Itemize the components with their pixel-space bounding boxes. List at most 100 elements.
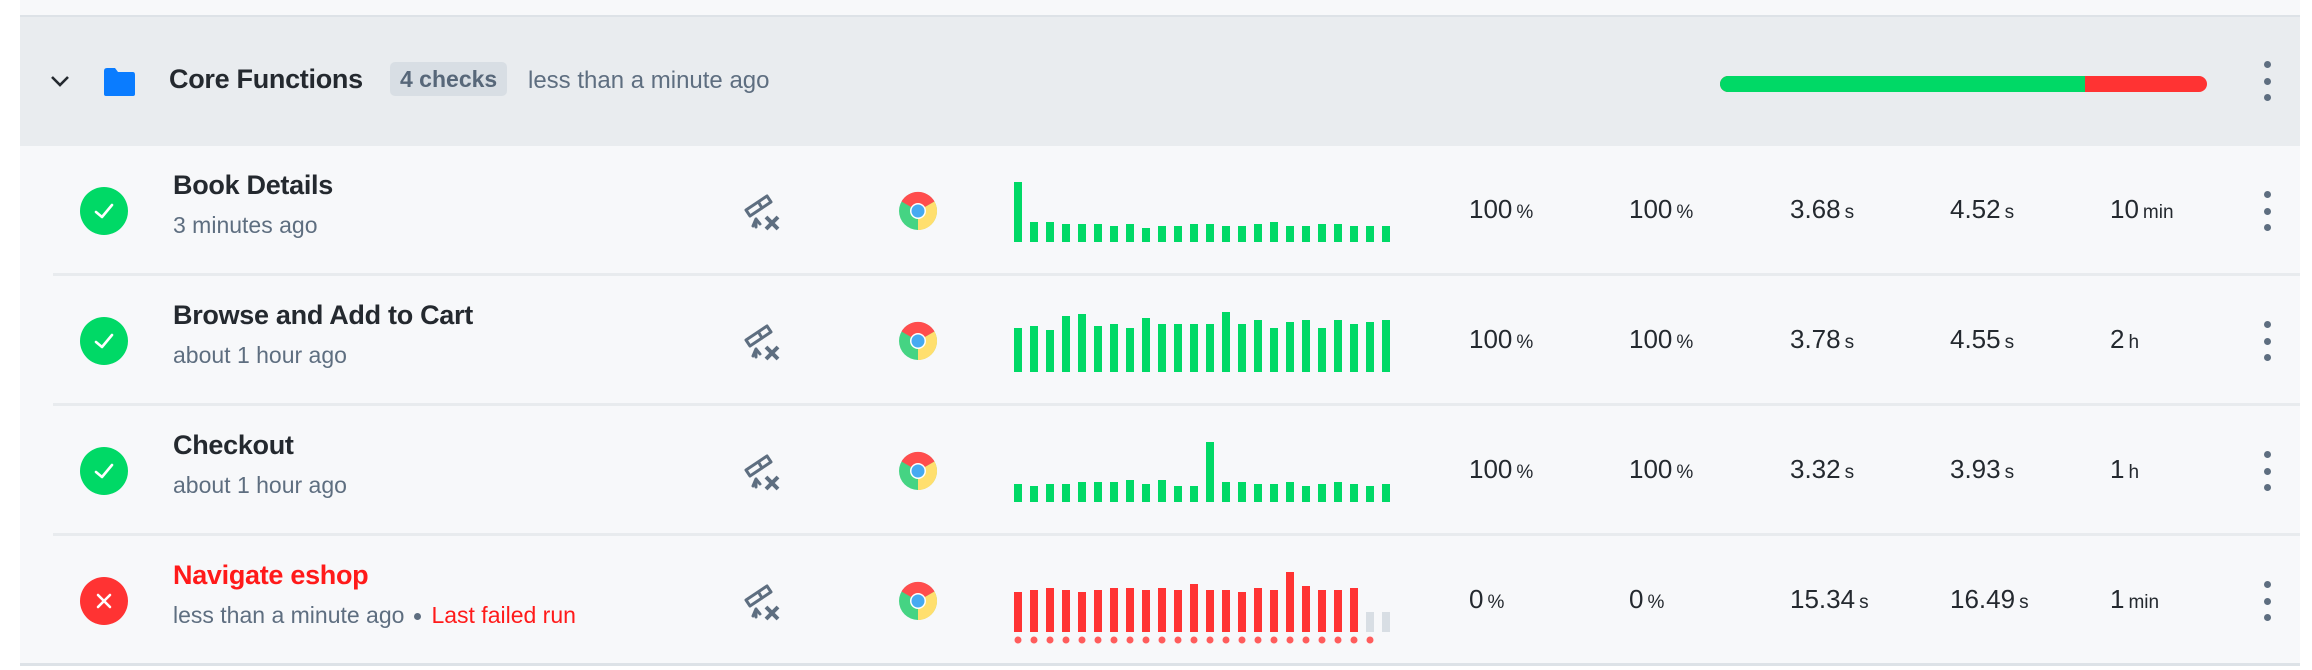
failed-run-bar[interactable] [1174,590,1182,632]
check-name[interactable]: Checkout [173,430,294,460]
passed-run-bar[interactable] [1158,324,1166,372]
failed-run-bar[interactable] [1142,590,1150,632]
passed-run-bar[interactable] [1238,226,1246,242]
failed-run-bar[interactable] [1110,588,1118,632]
passed-run-bar[interactable] [1030,326,1038,372]
passed-run-bar[interactable] [1334,320,1342,372]
failed-run-bar[interactable] [1302,586,1310,632]
passed-run-bar[interactable] [1094,224,1102,242]
passed-run-bar[interactable] [1030,222,1038,242]
passed-run-bar[interactable] [1078,482,1086,502]
check-more-button[interactable] [2262,451,2272,491]
passed-run-bar[interactable] [1206,442,1214,502]
failed-run-bar[interactable] [1254,588,1262,632]
check-row[interactable]: Navigate eshop less than a minute ago Las… [20,536,2300,666]
failed-run-bar[interactable] [1286,572,1294,632]
passed-run-bar[interactable] [1366,486,1374,502]
passed-run-bar[interactable] [1126,224,1134,242]
check-name[interactable]: Browse and Add to Cart [173,300,473,330]
failed-run-bar[interactable] [1238,592,1246,632]
passed-run-bar[interactable] [1046,484,1054,502]
passed-run-bar[interactable] [1094,326,1102,372]
passed-run-bar[interactable] [1286,482,1294,502]
passed-run-bar[interactable] [1014,484,1022,502]
failed-run-bar[interactable] [1062,590,1070,632]
passed-run-bar[interactable] [1078,224,1086,242]
passed-run-bar[interactable] [1302,226,1310,242]
passed-run-bar[interactable] [1222,482,1230,502]
group-more-button[interactable] [2262,61,2272,101]
check-name[interactable]: Navigate eshop [173,560,369,590]
passed-run-bar[interactable] [1382,226,1390,242]
passed-run-bar[interactable] [1030,486,1038,502]
passed-run-bar[interactable] [1254,484,1262,502]
passed-run-bar[interactable] [1334,482,1342,502]
passed-run-bar[interactable] [1254,224,1262,242]
failed-run-bar[interactable] [1190,584,1198,632]
passed-run-bar[interactable] [1350,226,1358,242]
passed-run-bar[interactable] [1174,324,1182,372]
passed-run-bar[interactable] [1286,322,1294,372]
failed-run-bar[interactable] [1094,590,1102,632]
passed-run-bar[interactable] [1046,222,1054,242]
passed-run-bar[interactable] [1110,324,1118,372]
passed-run-bar[interactable] [1318,484,1326,502]
failed-run-bar[interactable] [1126,588,1134,632]
check-more-button[interactable] [2262,321,2272,361]
passed-run-bar[interactable] [1078,314,1086,372]
passed-run-bar[interactable] [1062,316,1070,372]
passed-run-bar[interactable] [1222,226,1230,242]
passed-run-bar[interactable] [1270,222,1278,242]
passed-run-bar[interactable] [1206,224,1214,242]
check-more-button[interactable] [2262,581,2272,621]
passed-run-bar[interactable] [1014,328,1022,372]
check-row[interactable]: Book Details 3 minutes ago 100% 100% 3.68 s… [20,146,2300,276]
passed-run-bar[interactable] [1158,226,1166,242]
failed-run-bar[interactable] [1206,590,1214,632]
check-name[interactable]: Book Details [173,170,333,200]
failed-run-bar[interactable] [1030,590,1038,632]
passed-run-bar[interactable] [1014,182,1022,242]
passed-run-bar[interactable] [1334,224,1342,242]
passed-run-bar[interactable] [1350,324,1358,372]
passed-run-bar[interactable] [1046,330,1054,372]
passed-run-bar[interactable] [1174,486,1182,502]
failed-run-bar[interactable] [1350,588,1358,632]
passed-run-bar[interactable] [1142,228,1150,242]
failed-run-bar[interactable] [1158,588,1166,632]
passed-run-bar[interactable] [1238,324,1246,372]
check-more-button[interactable] [2262,191,2272,231]
passed-run-bar[interactable] [1110,226,1118,242]
passed-run-bar[interactable] [1286,226,1294,242]
passed-run-bar[interactable] [1270,328,1278,372]
passed-run-bar[interactable] [1142,484,1150,502]
passed-run-bar[interactable] [1366,322,1374,372]
passed-run-bar[interactable] [1270,484,1278,502]
failed-run-bar[interactable] [1078,592,1086,632]
passed-run-bar[interactable] [1206,324,1214,372]
check-row[interactable]: Checkout about 1 hour ago 100% 100% 3.32 s 3… [20,406,2300,536]
passed-run-bar[interactable] [1142,318,1150,372]
passed-run-bar[interactable] [1062,224,1070,242]
passed-run-bar[interactable] [1126,328,1134,372]
passed-run-bar[interactable] [1302,486,1310,502]
passed-run-bar[interactable] [1382,320,1390,372]
failed-run-bar[interactable] [1046,588,1054,632]
group-header-core-functions[interactable]: Core Functions 4 checks less than a minu… [20,17,2300,146]
failed-run-bar[interactable] [1222,590,1230,632]
passed-run-bar[interactable] [1158,480,1166,502]
passed-run-bar[interactable] [1350,484,1358,502]
failed-run-bar[interactable] [1270,590,1278,632]
passed-run-bar[interactable] [1190,324,1198,372]
passed-run-bar[interactable] [1110,482,1118,502]
passed-run-bar[interactable] [1238,482,1246,502]
chevron-down-icon[interactable] [48,69,72,93]
failed-run-bar[interactable] [1318,590,1326,632]
passed-run-bar[interactable] [1318,224,1326,242]
pending-run-bar[interactable] [1382,612,1390,632]
passed-run-bar[interactable] [1094,482,1102,502]
passed-run-bar[interactable] [1174,226,1182,242]
passed-run-bar[interactable] [1302,320,1310,372]
passed-run-bar[interactable] [1366,226,1374,242]
failed-run-bar[interactable] [1334,590,1342,632]
